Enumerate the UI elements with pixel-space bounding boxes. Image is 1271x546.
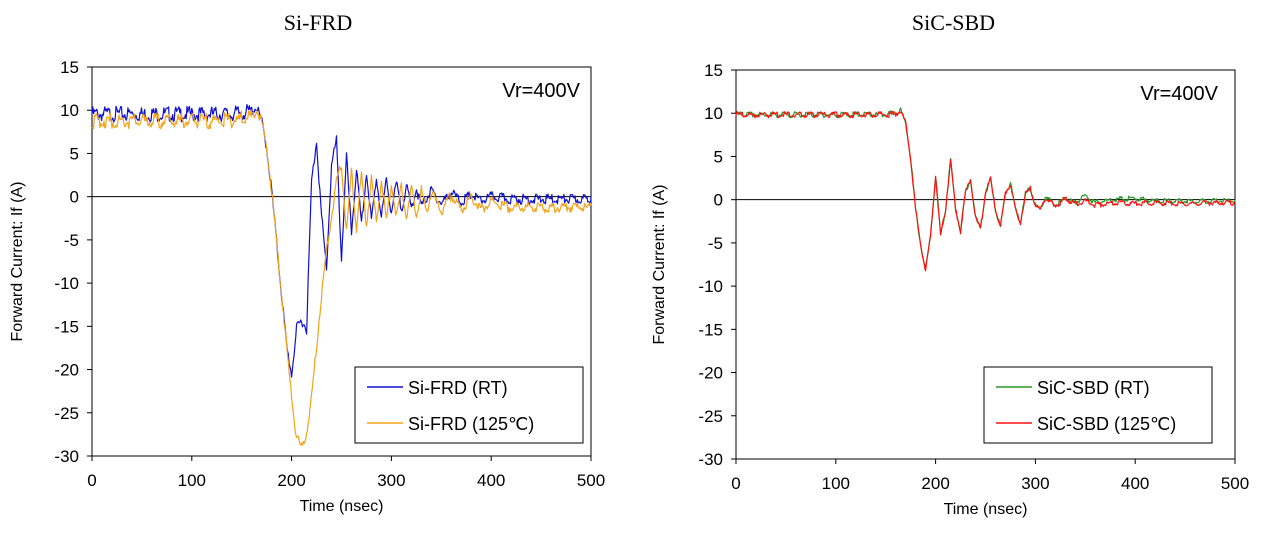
x-tick-label: 400 [477,471,505,490]
chart-panel-sic-sbd: SiC-SBD 15 10 5 0 -5 -10 -15 -20 -25 -30 0 100 200 30… [636,0,1271,546]
y-tick-label: -15 [698,320,723,339]
y-tick-label: -20 [54,361,79,380]
x-axis-label: Time (nsec) [300,498,384,515]
chart-panel-si-frd: Si-FRD 15 10 5 0 -5 -10 -15 -20 -25 -30 0 100 200 300… [9,10,605,515]
y-tick-label: -30 [54,447,79,466]
chart-sic-sbd: 15 10 5 0 -5 -10 -15 -20 -25 -30 0 100 200 300 400 500 T… [651,61,1249,518]
y-tick-label: 0 [714,191,723,210]
legend-box [354,366,584,444]
y-axis-label: Forward Current: If (A) [651,184,668,344]
x-tick-label: 200 [277,471,305,490]
chart-si-frd: 15 10 5 0 -5 -10 -15 -20 -25 -30 0 100 200 300 400 500 T… [9,58,605,515]
y-tick-label: -5 [64,231,79,250]
y-tick-label: 10 [704,104,723,123]
y-tick-label: 15 [60,58,79,77]
x-tick-label: 0 [731,474,740,493]
y-tick-label: -5 [708,234,723,253]
plot-frame [91,66,592,457]
series-line-1 [735,107,1236,269]
x-tick-label: 100 [822,474,850,493]
series-line-1 [91,104,592,378]
y-tick-label: -10 [54,274,79,293]
y-tick-label: 0 [70,188,79,207]
y-tick-label: -20 [698,364,723,383]
y-axis-label: Forward Current: If (A) [9,181,26,341]
y-tick-label: 5 [714,147,723,166]
legend-label-1: SiC-SBD (RT) [1037,378,1150,398]
y-tick-label: -25 [54,404,79,423]
series-line-2 [91,109,592,446]
legend-label-2: SiC-SBD (125℃) [1037,414,1176,434]
x-tick-label: 0 [87,471,96,490]
legend-box [983,366,1213,444]
legend-label-1: Si-FRD (RT) [408,378,508,398]
chart-title: Si-FRD [283,10,353,35]
y-tick-label: 5 [70,144,79,163]
x-tick-label: 300 [1021,474,1049,493]
x-tick-label: 300 [377,471,405,490]
x-tick-label: 200 [921,474,949,493]
legend-label-2: Si-FRD (125℃) [408,414,534,434]
y-tick-label: -25 [698,407,723,426]
x-tick-label: 500 [577,471,605,490]
annotation-vr: Vr=400V [1140,83,1218,105]
y-tick-label: -15 [54,317,79,336]
x-tick-label: 500 [1221,474,1249,493]
y-tick-label: -10 [698,277,723,296]
plot-frame [735,69,1236,460]
series-line-2 [735,111,1236,272]
x-tick-label: 400 [1121,474,1149,493]
y-tick-label: -30 [698,450,723,469]
annotation-vr: Vr=400V [502,80,580,102]
chart-title: SiC-SBD [911,10,996,35]
x-tick-label: 100 [178,471,206,490]
y-tick-label: 15 [704,61,723,80]
x-axis-label: Time (nsec) [944,501,1028,518]
y-tick-label: 10 [60,101,79,120]
